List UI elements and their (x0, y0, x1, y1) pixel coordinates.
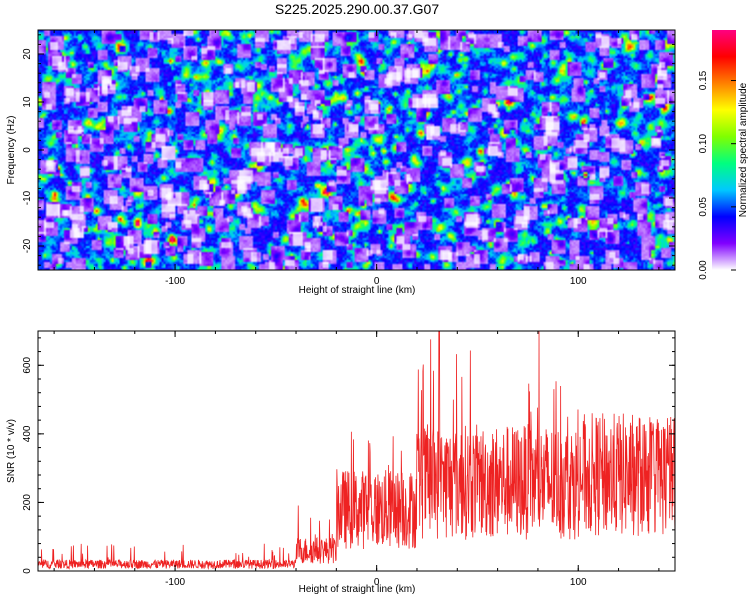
figure-title: S225.2025.290.00.37.G07 (275, 1, 439, 17)
line-y-axis-label: SNR (10 * v/v) (6, 419, 17, 483)
line-x-axis-label: Height of straight line (km) (299, 584, 416, 595)
colorbar-tick-label: 0.10 (698, 134, 709, 154)
colorbar-tick-label: 0.05 (698, 197, 709, 217)
colorbar: 0.00 0.05 0.10 0.15 Normalized spectral amp… (698, 30, 749, 280)
line-y-tick-label: 0 (22, 568, 33, 574)
snr-series-line (38, 331, 675, 571)
line-x-tick-label: -100 (165, 577, 185, 588)
line-y-tick-label: 600 (22, 357, 33, 374)
heatmap-x-tick-label: 0 (374, 276, 380, 287)
line-x-tick-label: 100 (570, 577, 587, 588)
colorbar-ticks: 0.00 0.05 0.10 0.15 (698, 70, 736, 280)
heatmap-y-tick-label: -20 (22, 238, 33, 253)
line-ticks: -100 0 100 0 200 400 600 (22, 331, 675, 588)
line-y-tick-label: 400 (22, 425, 33, 442)
snr-line-panel: -100 0 100 0 200 400 600 Height of straight li… (6, 330, 676, 595)
colorbar-tick-label: 0.00 (698, 260, 709, 280)
line-x-tick-label: 0 (374, 577, 380, 588)
heatmap-y-tick-label: 20 (22, 48, 33, 60)
colorbar-tick-label: 0.15 (698, 70, 709, 90)
heatmap-x-axis-label: Height of straight line (km) (299, 285, 416, 296)
heatmap-y-axis-label: Frequency (Hz) (6, 116, 17, 185)
heatmap-image (38, 30, 675, 270)
colorbar-label: Normalized spectral amplitude (738, 82, 749, 217)
heatmap-x-tick-label: -100 (165, 276, 185, 287)
heatmap-x-tick-label: 100 (570, 276, 587, 287)
heatmap-y-tick-label: 0 (22, 147, 33, 153)
colorbar-gradient (712, 30, 736, 270)
line-frame (37, 330, 676, 572)
heatmap-y-tick-label: 10 (22, 96, 33, 108)
heatmap-y-tick-label: -10 (22, 190, 33, 205)
line-y-tick-label: 200 (22, 494, 33, 511)
